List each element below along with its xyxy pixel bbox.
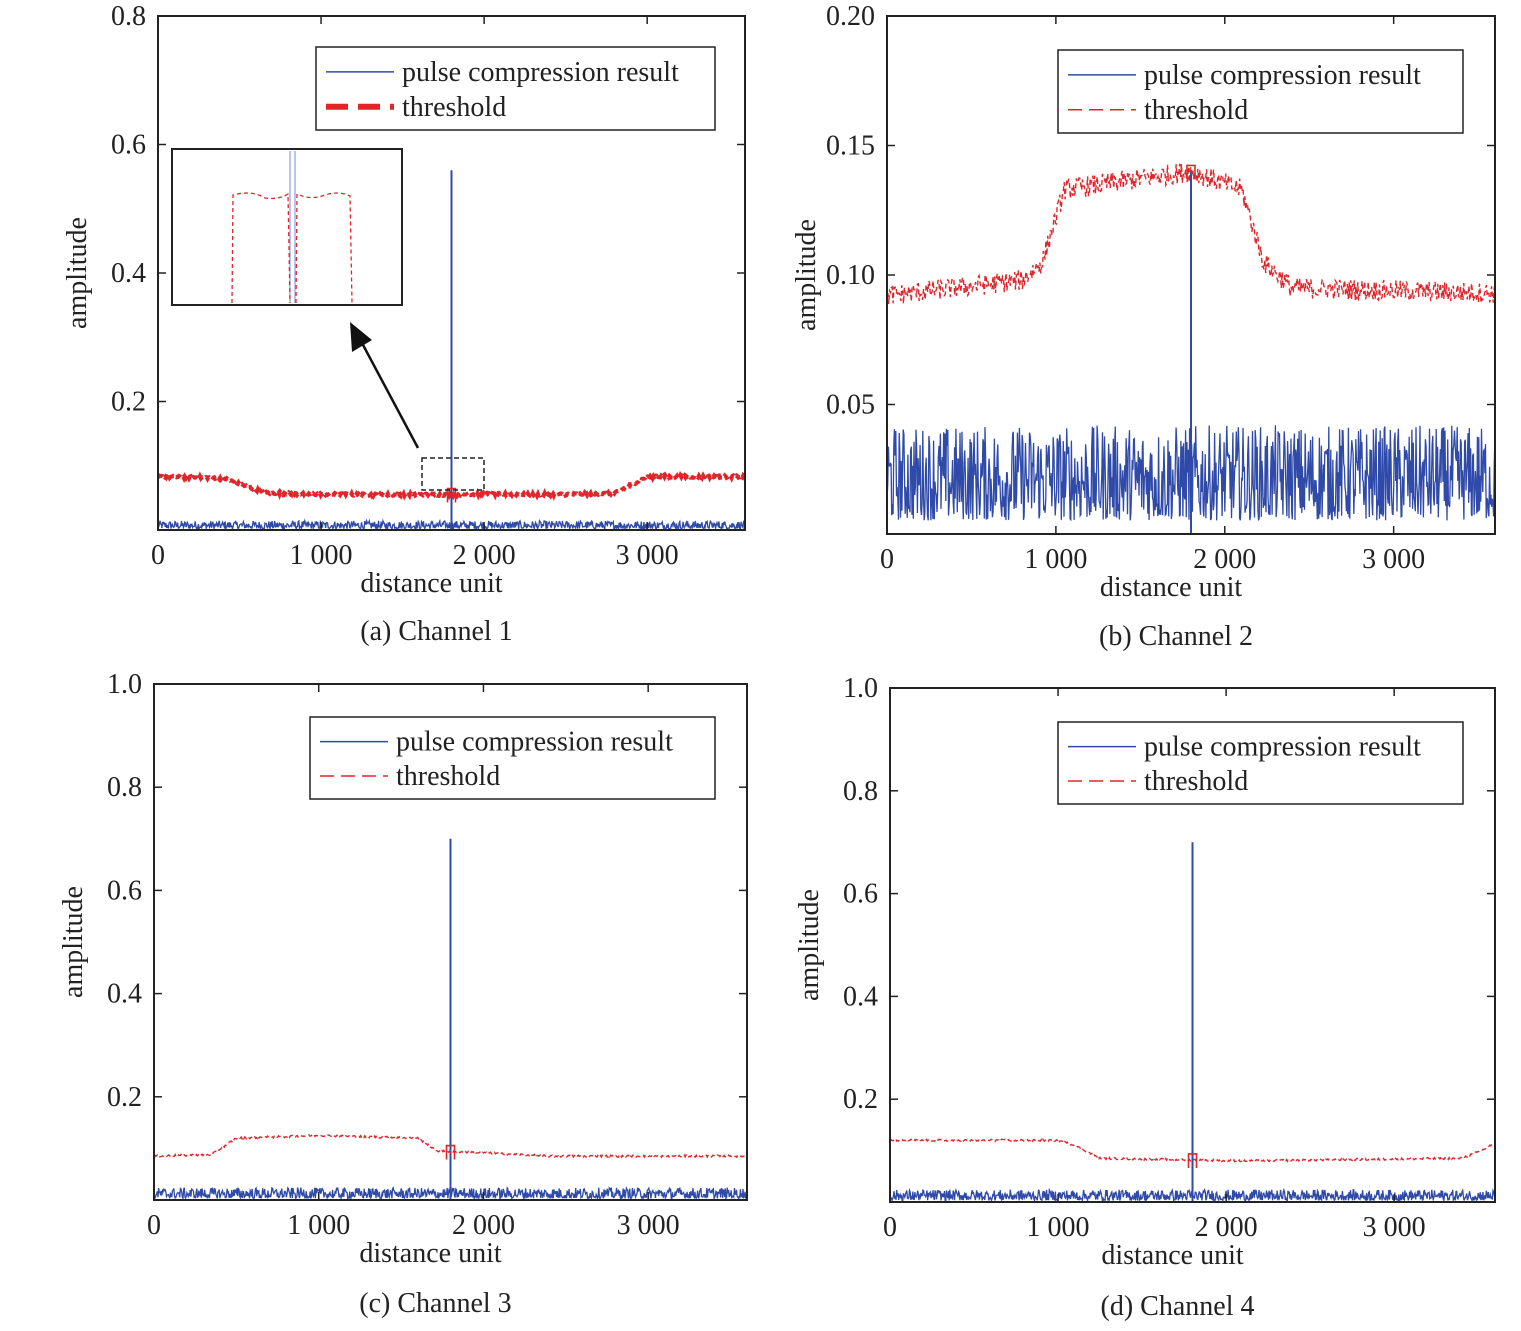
plot-area — [154, 838, 747, 1200]
x-tick-label: 3 000 — [616, 540, 679, 571]
x-tick-label: 0 — [883, 1212, 897, 1243]
y-axis-label: amplitude — [791, 219, 822, 331]
y-tick-label: 1.0 — [843, 673, 878, 704]
x-axis-label: distance unit — [1100, 572, 1243, 603]
x-tick-label: 3 000 — [1363, 1212, 1426, 1243]
chart-panel-4: 0 1 000 2 000 3 000 0.2 0.4 0.6 0.8 1.0 distance … — [794, 673, 1496, 1322]
y-tick-label: 0.8 — [843, 776, 878, 807]
y-tick-label: 0.8 — [107, 772, 142, 803]
series-threshold — [158, 470, 745, 501]
axes-frame — [153, 683, 748, 1201]
y-tick-label: 0.05 — [826, 390, 875, 421]
y-tick-label: 0.2 — [107, 1082, 142, 1113]
legend-label-threshold: threshold — [1144, 95, 1248, 126]
y-axis-label: amplitude — [58, 886, 89, 998]
x-tick-label: 2 000 — [1195, 1212, 1258, 1243]
x-tick-label: 1 000 — [290, 540, 353, 571]
legend-box — [315, 46, 716, 131]
y-tick-label: 0.4 — [107, 979, 142, 1010]
y-tick-label: 0.20 — [826, 1, 875, 32]
zoom-inset — [171, 148, 485, 491]
panel-caption: (c) Channel 3 — [359, 1288, 511, 1319]
plot-area — [887, 163, 1495, 534]
threshold-notch — [445, 1144, 456, 1160]
zoom-arrow-head — [350, 322, 372, 352]
y-tick-label: 0.8 — [111, 1, 146, 32]
y-tick-label: 0.2 — [843, 1084, 878, 1115]
x-axis-label: distance unit — [1101, 1240, 1244, 1271]
x-tick-label: 1 000 — [1027, 1212, 1090, 1243]
x-tick-label: 2 000 — [1193, 544, 1256, 575]
chart-panel-2: 0 1 000 2 000 3 000 0.05 0.10 0.15 0.20 distance… — [791, 1, 1496, 652]
y-tick-label: 0.4 — [843, 981, 878, 1012]
inset-threshold — [231, 192, 353, 304]
series-threshold — [154, 1133, 747, 1159]
threshold-notch — [1186, 164, 1196, 180]
axes-frame — [889, 687, 1496, 1203]
plot-area — [890, 842, 1495, 1202]
y-tick-label: 0.10 — [826, 260, 875, 291]
x-axis-label: distance unit — [360, 568, 503, 599]
x-tick-label: 0 — [151, 540, 165, 571]
y-tick-label: 0.6 — [111, 130, 146, 161]
x-axis-label: distance unit — [359, 1238, 502, 1269]
legend: pulse compression result threshold — [315, 46, 716, 131]
legend-label-pulse: pulse compression result — [1144, 60, 1421, 91]
x-tick-label: 2 000 — [452, 1210, 515, 1241]
legend-label-threshold: threshold — [402, 92, 506, 123]
x-tick-label: 3 000 — [1362, 544, 1425, 575]
chart-panel-3: 0 1 000 2 000 3 000 0.2 0.4 0.6 0.8 1.0 distance … — [58, 669, 748, 1319]
y-axis-label: amplitude — [794, 889, 825, 1001]
y-tick-label: 0.15 — [826, 131, 875, 162]
x-tick-label: 1 000 — [287, 1210, 350, 1241]
panel-caption: (b) Channel 2 — [1099, 621, 1253, 652]
x-tick-label: 1 000 — [1024, 544, 1087, 575]
series-threshold — [887, 163, 1495, 305]
zoom-selection-box — [421, 457, 485, 491]
chart-panel-1: 0 1 000 2 000 3 000 0.2 0.4 0.6 0.8 distance uni… — [62, 1, 746, 647]
legend-label-threshold: threshold — [396, 761, 500, 792]
panel-caption: (a) Channel 1 — [360, 616, 512, 647]
y-tick-label: 0.6 — [107, 875, 142, 906]
x-tick-label: 0 — [880, 544, 894, 575]
y-tick-label: 0.4 — [111, 258, 146, 289]
legend-label-pulse: pulse compression result — [402, 57, 679, 88]
legend-label-threshold: threshold — [1144, 766, 1248, 797]
y-tick-label: 1.0 — [107, 669, 142, 700]
legend-box — [1057, 49, 1464, 134]
x-tick-label: 2 000 — [453, 540, 516, 571]
threshold-notch — [1187, 1153, 1198, 1168]
legend-label-pulse: pulse compression result — [396, 727, 673, 758]
inset-box — [171, 148, 403, 306]
legend-box — [309, 716, 716, 800]
zoom-arrow-line — [360, 342, 420, 449]
legend-label-pulse: pulse compression result — [1144, 732, 1421, 763]
x-tick-label: 0 — [147, 1210, 161, 1241]
y-tick-label: 0.6 — [843, 879, 878, 910]
series-threshold — [890, 1137, 1495, 1163]
threshold-notch — [446, 487, 457, 503]
y-tick-label: 0.2 — [111, 387, 146, 418]
y-axis-label: amplitude — [62, 217, 93, 329]
panel-caption: (d) Channel 4 — [1101, 1291, 1255, 1322]
x-tick-label: 3 000 — [617, 1210, 680, 1241]
legend-box — [1057, 721, 1464, 805]
legend: pulse compression result threshold — [1057, 49, 1464, 134]
